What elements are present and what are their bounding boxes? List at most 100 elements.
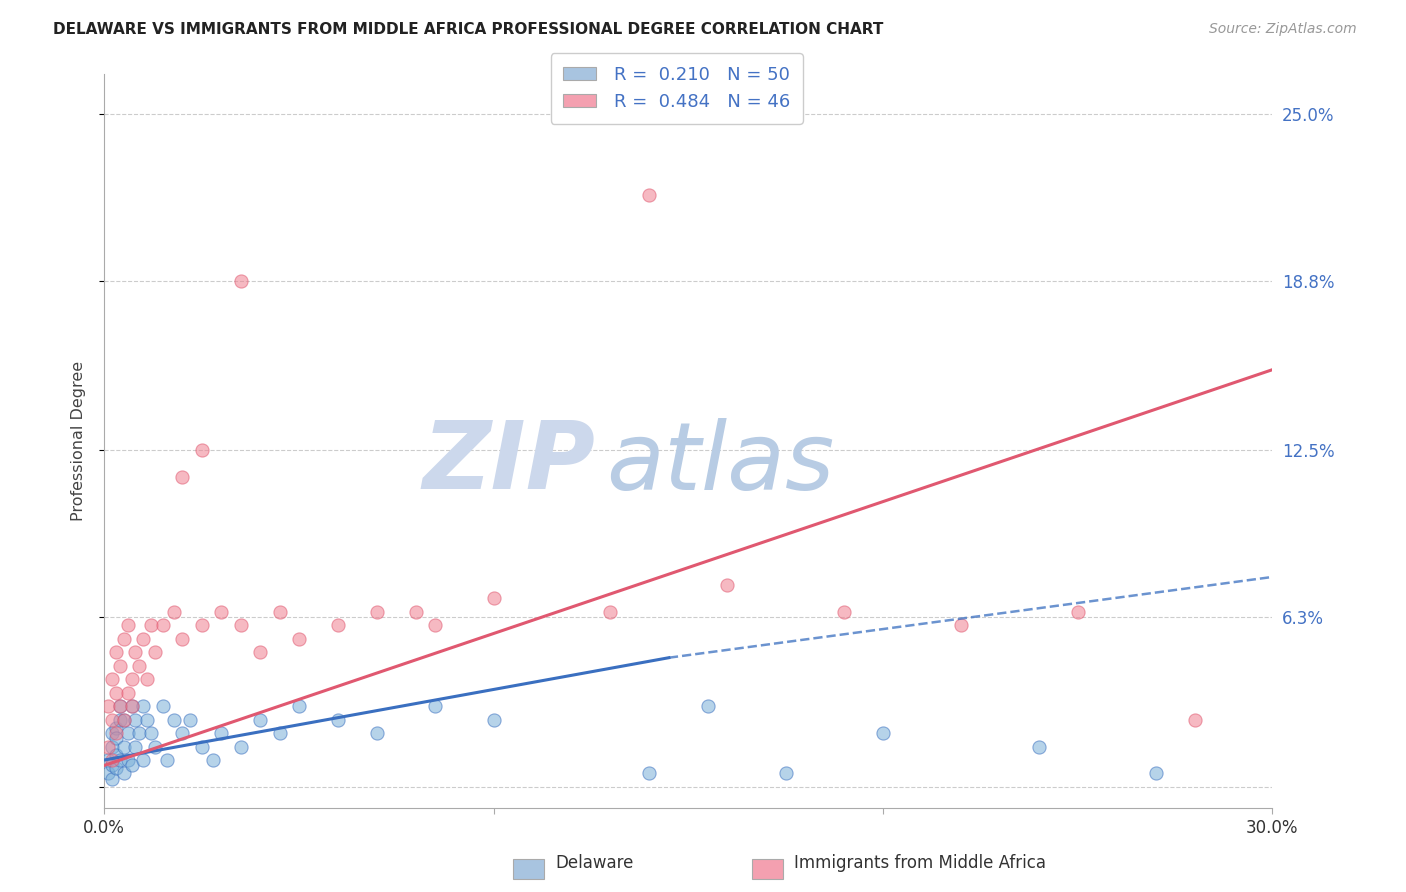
Point (108, 699, 131, 714)
Point (97, 766, 120, 780)
Point (108, 753, 131, 767)
Point (121, 699, 143, 714)
Point (108, 658, 131, 673)
Point (117, 753, 139, 767)
Point (155, 753, 177, 767)
Point (249, 645, 271, 659)
Point (209, 726, 232, 740)
Point (190, 618, 212, 632)
Point (163, 605, 186, 619)
Point (202, 753, 225, 767)
Text: Delaware: Delaware (555, 855, 634, 872)
Point (229, 739, 252, 754)
Point (108, 699, 131, 714)
Point (104, 721, 127, 735)
Text: Source: ZipAtlas.com: Source: ZipAtlas.com (1209, 22, 1357, 37)
Point (108, 713, 131, 727)
Point (101, 726, 124, 740)
Point (117, 726, 139, 740)
Point (366, 605, 388, 619)
Point (716, 578, 738, 592)
Point (139, 618, 162, 632)
Point (97, 753, 120, 767)
Y-axis label: Professional Degree: Professional Degree (72, 361, 86, 521)
Point (326, 713, 349, 727)
Point (832, 605, 855, 619)
Point (136, 713, 159, 727)
Point (209, 605, 232, 619)
Point (163, 713, 186, 727)
Point (132, 699, 155, 714)
Point (97, 699, 120, 714)
Point (638, 766, 661, 780)
Text: Immigrants from Middle Africa: Immigrants from Middle Africa (794, 855, 1046, 872)
Point (128, 658, 150, 673)
Point (101, 753, 124, 767)
Point (269, 605, 291, 619)
Point (1028, 739, 1050, 754)
Point (179, 713, 201, 727)
Point (101, 772, 124, 786)
Point (229, 274, 252, 288)
Point (112, 713, 135, 727)
Point (696, 699, 718, 714)
Point (104, 731, 127, 746)
Point (132, 753, 155, 767)
Point (405, 605, 427, 619)
Point (104, 761, 127, 775)
Text: DELAWARE VS IMMIGRANTS FROM MIDDLE AFRICA PROFESSIONAL DEGREE CORRELATION CHART: DELAWARE VS IMMIGRANTS FROM MIDDLE AFRIC… (53, 22, 884, 37)
Point (172, 470, 194, 484)
Point (872, 726, 894, 740)
Point (172, 726, 194, 740)
Point (112, 766, 135, 780)
Point (152, 699, 174, 714)
Point (152, 618, 174, 632)
Point (117, 686, 139, 700)
Point (190, 443, 212, 458)
Point (112, 739, 135, 754)
Point (949, 618, 972, 632)
Point (599, 605, 621, 619)
Point (121, 758, 143, 772)
Point (128, 726, 150, 740)
Point (104, 645, 127, 659)
Point (136, 672, 159, 686)
Point (104, 686, 127, 700)
Point (366, 726, 388, 740)
Point (104, 747, 127, 762)
Point (124, 739, 146, 754)
Point (482, 591, 505, 606)
Point (1184, 713, 1206, 727)
Point (121, 672, 143, 686)
Point (101, 672, 124, 686)
Point (124, 713, 146, 727)
Point (139, 726, 162, 740)
Text: atlas: atlas (606, 417, 835, 508)
Point (482, 713, 505, 727)
Point (112, 632, 135, 646)
Point (269, 726, 291, 740)
Point (425, 699, 447, 714)
Text: ZIP: ZIP (422, 417, 595, 509)
Point (143, 739, 166, 754)
Point (104, 726, 127, 740)
Point (288, 699, 311, 714)
Point (117, 618, 139, 632)
Point (249, 713, 271, 727)
Point (288, 632, 311, 646)
Point (326, 618, 349, 632)
Point (124, 645, 146, 659)
Point (638, 187, 661, 202)
Point (101, 713, 124, 727)
Point (1067, 605, 1090, 619)
Point (190, 739, 212, 754)
Point (229, 618, 252, 632)
Point (101, 739, 124, 754)
Point (143, 645, 166, 659)
Legend: R =  0.210   N = 50, R =  0.484   N = 46: R = 0.210 N = 50, R = 0.484 N = 46 (551, 54, 803, 123)
Point (101, 758, 124, 772)
Point (112, 713, 135, 727)
Point (425, 618, 447, 632)
Point (775, 766, 797, 780)
Point (97, 739, 120, 754)
